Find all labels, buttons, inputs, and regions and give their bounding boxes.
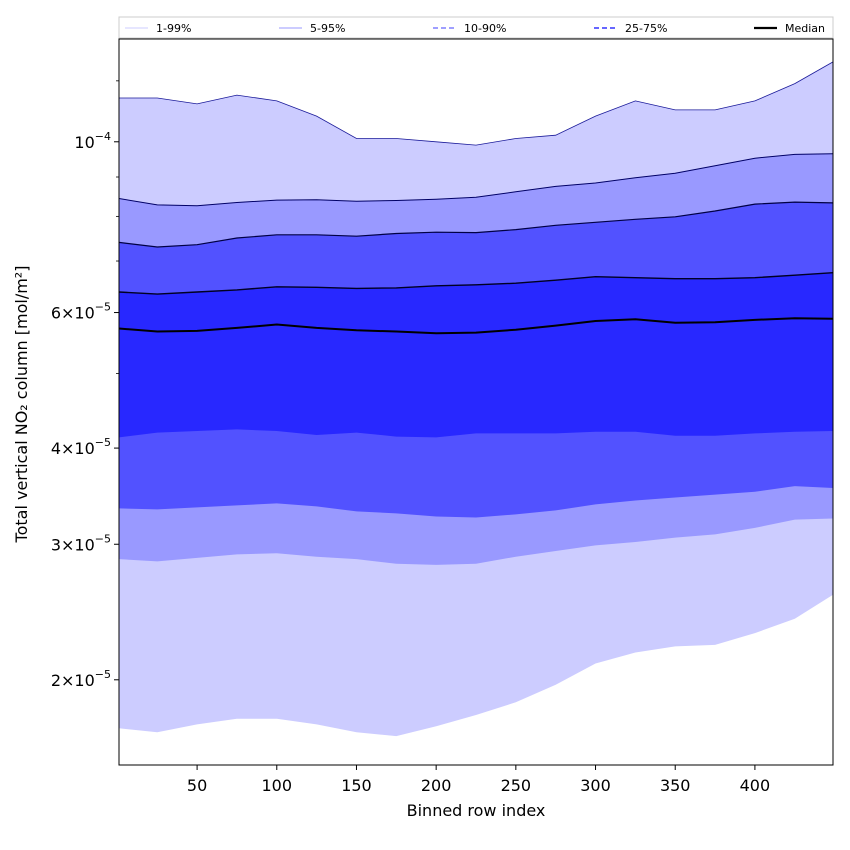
x-tick-label: 200 (421, 776, 452, 795)
y-tick-label: 3×10−5 (51, 532, 111, 554)
line-1-99-upper (119, 61, 834, 146)
line-25-75-upper (118, 272, 834, 295)
y-axis-label: Total vertical NO₂ column [mol/m²] (12, 266, 31, 544)
x-axis: 50 100 150 200 250 300 350 400 (187, 765, 770, 795)
x-tick-label: 400 (740, 776, 771, 795)
x-tick-label: 250 (501, 776, 532, 795)
y-axis: 2×10−5 3×10−5 4×10−5 6×10−5 10−4 (51, 80, 119, 690)
line-5-95-upper (118, 153, 834, 207)
legend-label: 25-75% (625, 22, 667, 35)
bands-layer (119, 61, 833, 737)
legend-box (118, 16, 834, 39)
x-tick-label: 300 (580, 776, 611, 795)
y-tick-label: 10−4 (74, 130, 111, 152)
x-tick-label: 150 (341, 776, 372, 795)
median-line (118, 317, 834, 335)
y-tick-label: 2×10−5 (51, 668, 111, 690)
y-tick-label: 4×10−5 (51, 436, 111, 458)
legend-label: 10-90% (464, 22, 506, 35)
y-tick-label: 6×10−5 (51, 301, 111, 323)
legend-label: 5-95% (310, 22, 345, 35)
band-25-75 (119, 272, 833, 438)
lines-layer (118, 61, 834, 335)
plot-frame (118, 38, 834, 766)
legend: 1-99% 5-95% 10-90% 25-75% Median (118, 16, 834, 39)
x-axis-label: Binned row index (407, 801, 546, 820)
legend-label: Median (785, 22, 825, 35)
x-tick-label: 100 (262, 776, 293, 795)
line-10-90-upper (118, 201, 834, 248)
x-tick-label: 50 (187, 776, 207, 795)
x-tick-label: 350 (660, 776, 691, 795)
legend-label: 1-99% (156, 22, 191, 35)
